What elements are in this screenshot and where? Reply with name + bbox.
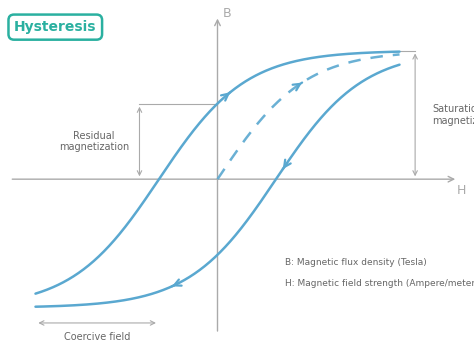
Text: H: H <box>457 184 466 196</box>
Text: Saturation
magnetization: Saturation magnetization <box>432 104 474 126</box>
Text: B: Magnetic flux density (Tesla): B: Magnetic flux density (Tesla) <box>285 258 427 267</box>
Text: H: Magnetic field strength (Ampere/meter): H: Magnetic field strength (Ampere/meter… <box>285 279 474 288</box>
Text: Coercive field: Coercive field <box>64 332 130 342</box>
Text: Residual
magnetization: Residual magnetization <box>59 131 129 152</box>
Text: Hysteresis: Hysteresis <box>14 20 97 34</box>
Text: B: B <box>223 7 231 20</box>
